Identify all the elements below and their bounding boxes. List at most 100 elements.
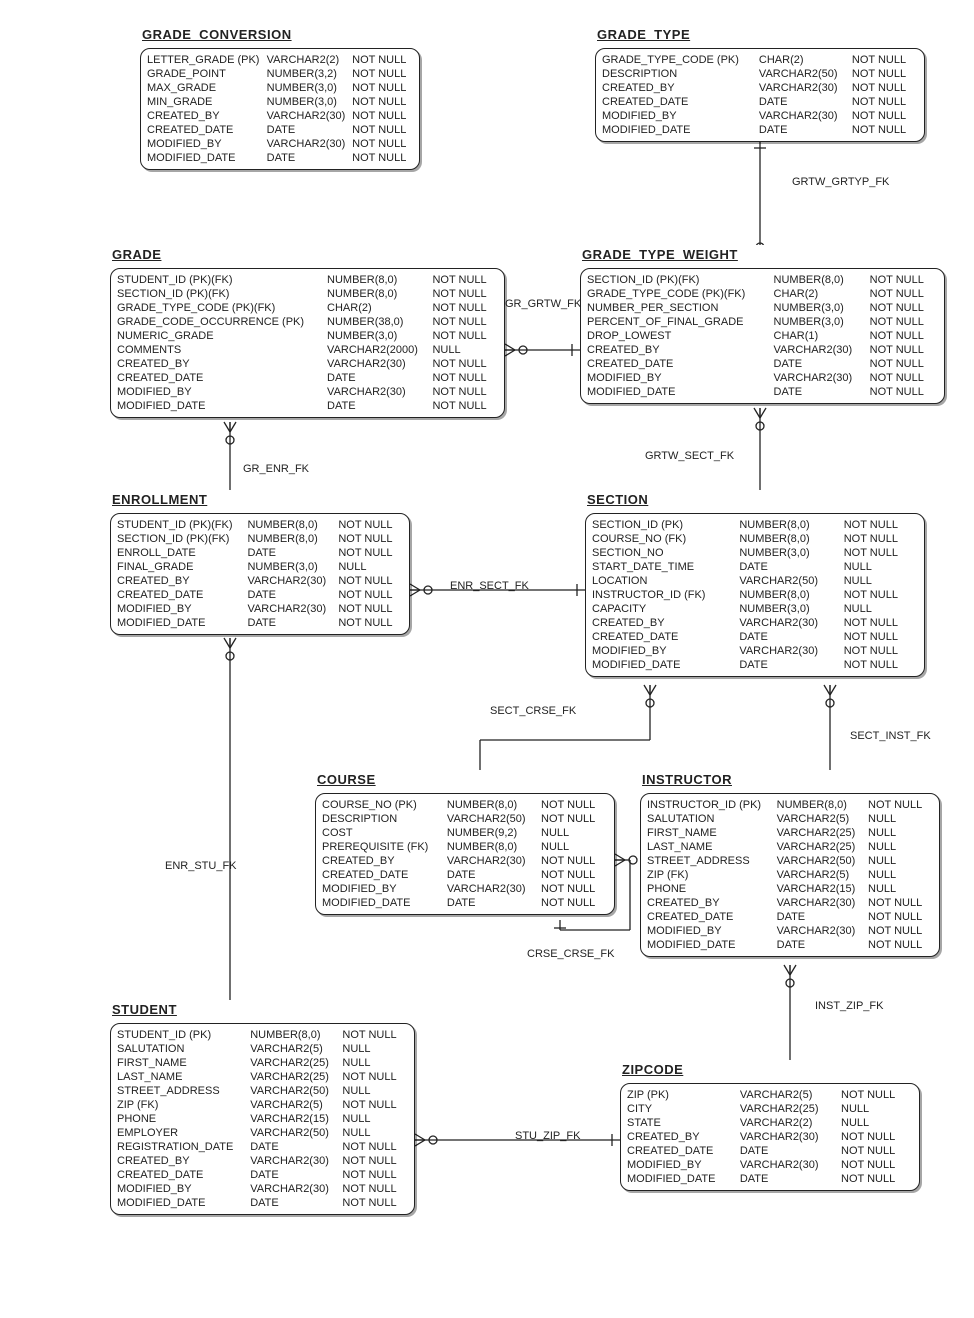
col-type: NUMBER(9,2) (447, 826, 541, 840)
col-null: NULL (841, 1102, 913, 1116)
col-name: CREATED_DATE (322, 868, 447, 882)
col-type: VARCHAR2(5) (777, 812, 868, 826)
column-row: SALUTATIONVARCHAR2(5)NULL (117, 1042, 408, 1056)
col-type: VARCHAR2(50) (447, 812, 541, 826)
col-name: DROP_LOWEST (587, 329, 774, 343)
column-row: CREATED_DATEDATENOT NULL (587, 357, 938, 371)
entity-zipcode: ZIPCODEZIP (PK)VARCHAR2(5)NOT NULLCITYVA… (620, 1060, 920, 1191)
col-type: CHAR(2) (774, 287, 870, 301)
col-type: DATE (774, 385, 870, 399)
rel-label-gr_grtw_fk: GR_GRTW_FK (505, 298, 581, 310)
column-row: STUDENT_ID (PK)(FK)NUMBER(8,0)NOT NULL (117, 273, 498, 287)
entity-student: STUDENTSTUDENT_ID (PK)NUMBER(8,0)NOT NUL… (110, 1000, 415, 1215)
column-row: MODIFIED_BYVARCHAR2(30)NOT NULL (117, 385, 498, 399)
col-name: CREATED_DATE (117, 371, 327, 385)
column-table: ZIP (PK)VARCHAR2(5)NOT NULLCITYVARCHAR2(… (627, 1088, 913, 1186)
col-null: NOT NULL (338, 574, 403, 588)
column-row: FINAL_GRADENUMBER(3,0)NULL (117, 560, 403, 574)
col-type: NUMBER(8,0) (739, 588, 843, 602)
col-name: COMMENTS (117, 343, 327, 357)
col-name: INSTRUCTOR_ID (PK) (647, 798, 777, 812)
col-name: MODIFIED_DATE (117, 616, 247, 630)
col-null: NULL (342, 1112, 408, 1126)
col-name: CREATED_DATE (627, 1144, 740, 1158)
col-type: VARCHAR2(5) (250, 1098, 342, 1112)
col-type: NUMBER(3,2) (267, 67, 353, 81)
column-row: FIRST_NAMEVARCHAR2(25)NULL (117, 1056, 408, 1070)
col-null: NULL (541, 840, 608, 854)
entity-box: GRADE_TYPE_CODE (PK)CHAR(2)NOT NULLDESCR… (595, 48, 925, 142)
column-row: SECTION_NONUMBER(3,0)NOT NULL (592, 546, 918, 560)
column-row: MODIFIED_BYVARCHAR2(30)NOT NULL (647, 924, 933, 938)
col-null: NOT NULL (432, 287, 498, 301)
column-table: SECTION_ID (PK)NUMBER(8,0)NOT NULLCOURSE… (592, 518, 918, 672)
entity-title: GRADE (110, 245, 505, 268)
col-type: VARCHAR2(50) (759, 67, 852, 81)
col-null: NOT NULL (541, 854, 608, 868)
col-null: NULL (868, 826, 933, 840)
col-name: CREATED_BY (147, 109, 267, 123)
col-null: NULL (342, 1126, 408, 1140)
col-name: FIRST_NAME (117, 1056, 250, 1070)
col-name: SALUTATION (647, 812, 777, 826)
col-name: MODIFIED_BY (147, 137, 267, 151)
col-name: NUMERIC_GRADE (117, 329, 327, 343)
col-null: NULL (844, 560, 918, 574)
col-type: VARCHAR2(25) (250, 1056, 342, 1070)
col-type: VARCHAR2(30) (739, 644, 843, 658)
rel-label-sect_inst_fk: SECT_INST_FK (850, 730, 931, 742)
entity-section: SECTIONSECTION_ID (PK)NUMBER(8,0)NOT NUL… (585, 490, 925, 677)
col-type: DATE (777, 938, 868, 952)
column-row: ZIP (FK)VARCHAR2(5)NOT NULL (117, 1098, 408, 1112)
col-name: MODIFIED_DATE (117, 1196, 250, 1210)
column-row: MODIFIED_DATEDATENOT NULL (322, 896, 608, 910)
col-null: NOT NULL (342, 1070, 408, 1084)
col-name: MAX_GRADE (147, 81, 267, 95)
col-type: NUMBER(8,0) (327, 273, 432, 287)
col-name: MODIFIED_BY (322, 882, 447, 896)
column-row: CITYVARCHAR2(25)NULL (627, 1102, 913, 1116)
col-null: NULL (844, 602, 918, 616)
col-type: VARCHAR2(2) (740, 1116, 841, 1130)
col-null: NOT NULL (352, 137, 413, 151)
col-type: DATE (774, 357, 870, 371)
column-row: PHONEVARCHAR2(15)NULL (117, 1112, 408, 1126)
column-row: CREATED_DATEDATENOT NULL (627, 1144, 913, 1158)
col-null: NOT NULL (841, 1144, 913, 1158)
col-null: NOT NULL (338, 588, 403, 602)
col-type: VARCHAR2(5) (740, 1088, 841, 1102)
col-null: NOT NULL (352, 67, 413, 81)
col-type: VARCHAR2(30) (267, 109, 353, 123)
col-null: NOT NULL (342, 1098, 408, 1112)
col-null: NOT NULL (352, 81, 413, 95)
col-null: NOT NULL (432, 371, 498, 385)
column-row: ZIP (PK)VARCHAR2(5)NOT NULL (627, 1088, 913, 1102)
col-type: NUMBER(8,0) (327, 287, 432, 301)
col-name: CREATED_DATE (587, 357, 774, 371)
col-null: NOT NULL (841, 1172, 913, 1186)
col-type: VARCHAR2(30) (777, 896, 868, 910)
column-row: LETTER_GRADE (PK)VARCHAR2(2)NOT NULL (147, 53, 413, 67)
col-type: DATE (247, 616, 338, 630)
col-type: VARCHAR2(30) (327, 357, 432, 371)
col-null: NOT NULL (844, 658, 918, 672)
col-null: NOT NULL (868, 924, 933, 938)
col-null: NOT NULL (432, 399, 498, 413)
col-type: NUMBER(8,0) (247, 518, 338, 532)
col-name: PERCENT_OF_FINAL_GRADE (587, 315, 774, 329)
rel-label-gr_enr_fk: GR_ENR_FK (243, 463, 309, 475)
column-row: SECTION_ID (PK)NUMBER(8,0)NOT NULL (592, 518, 918, 532)
er-diagram: GRADE_CONVERSIONLETTER_GRADE (PK)VARCHAR… (0, 0, 974, 1318)
col-null: NOT NULL (852, 123, 918, 137)
col-name: CREATED_BY (322, 854, 447, 868)
col-type: DATE (447, 868, 541, 882)
col-type: VARCHAR2(30) (774, 371, 870, 385)
column-row: INSTRUCTOR_ID (FK)NUMBER(8,0)NOT NULL (592, 588, 918, 602)
col-null: NULL (342, 1084, 408, 1098)
column-row: MODIFIED_BYVARCHAR2(30)NOT NULL (117, 602, 403, 616)
column-table: STUDENT_ID (PK)(FK)NUMBER(8,0)NOT NULLSE… (117, 518, 403, 630)
column-row: INSTRUCTOR_ID (PK)NUMBER(8,0)NOT NULL (647, 798, 933, 812)
col-null: NOT NULL (541, 812, 608, 826)
entity-box: SECTION_ID (PK)NUMBER(8,0)NOT NULLCOURSE… (585, 513, 925, 677)
col-type: NUMBER(8,0) (447, 840, 541, 854)
